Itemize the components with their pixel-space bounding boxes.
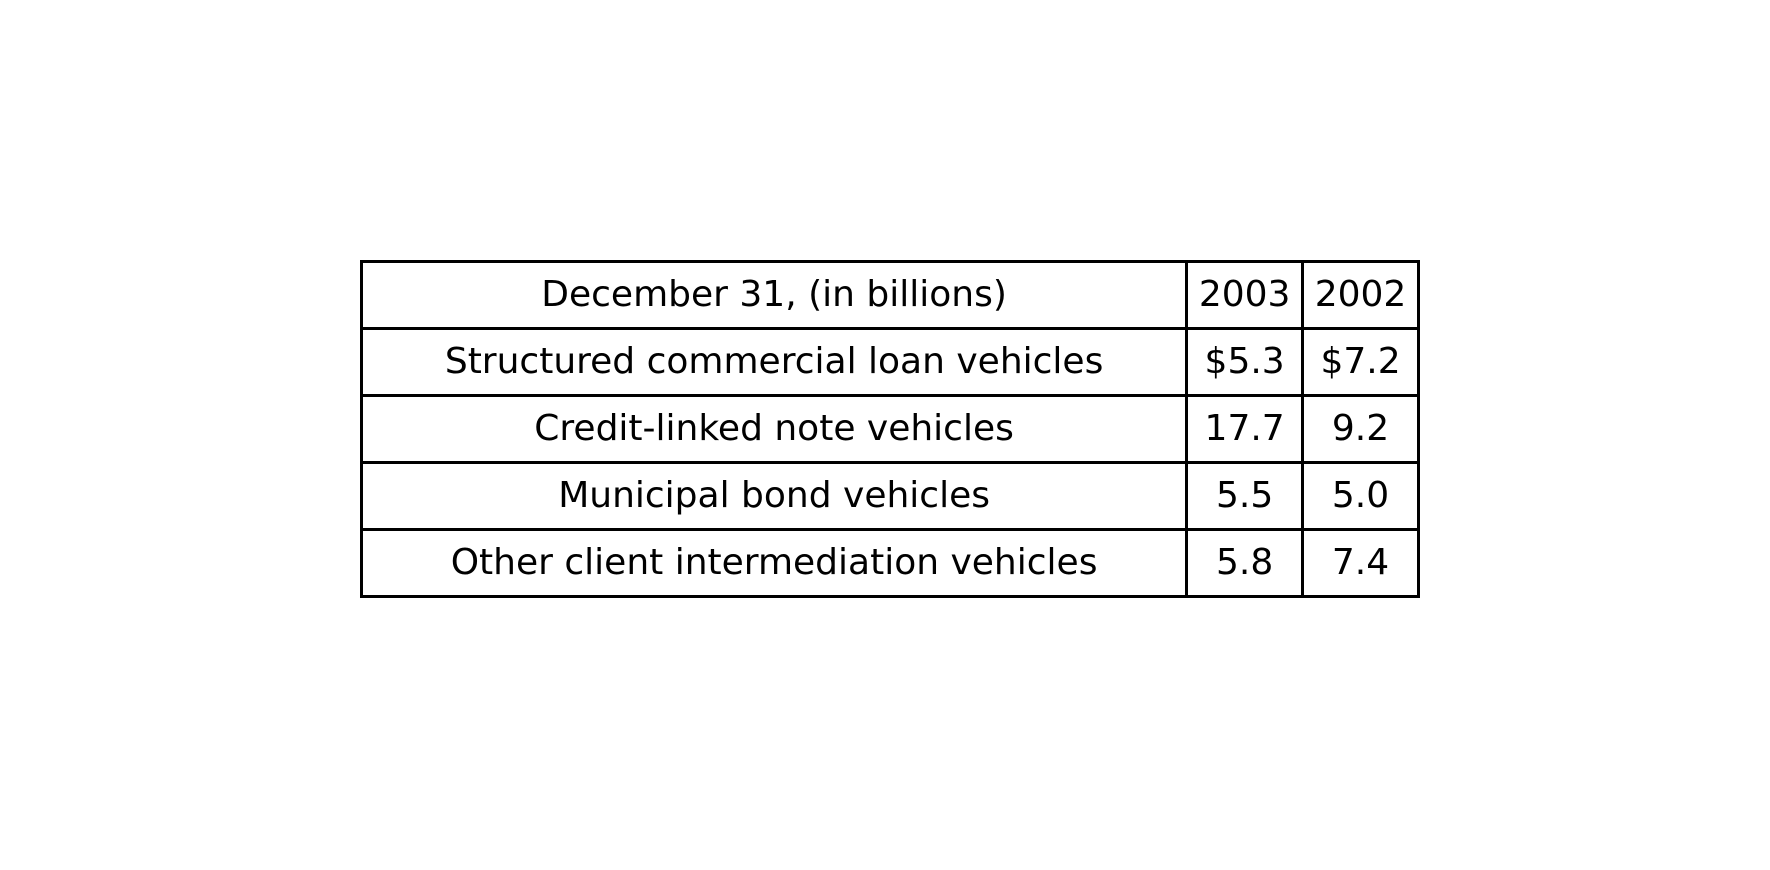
table-row: Structured commercial loan vehicles $5.3… xyxy=(359,327,1420,397)
header-cell-2002: 2002 xyxy=(1301,260,1420,330)
cell-2003: 17.7 xyxy=(1185,394,1305,464)
header-cell-2003: 2003 xyxy=(1185,260,1305,330)
cell-2002: $7.2 xyxy=(1301,327,1420,397)
header-row: December 31, (in billions) 2003 2002 xyxy=(359,260,1420,330)
cell-2002: 7.4 xyxy=(1301,528,1420,598)
row-label: Credit-linked note vehicles xyxy=(359,394,1189,464)
header-cell-label: December 31, (in billions) xyxy=(359,260,1189,330)
row-label: Other client intermediation vehicles xyxy=(359,528,1189,598)
cell-2003: 5.8 xyxy=(1185,528,1305,598)
cell-2002: 5.0 xyxy=(1301,461,1420,531)
data-table: December 31, (in billions) 2003 2002 Str… xyxy=(359,260,1420,598)
cell-2003: $5.3 xyxy=(1185,327,1305,397)
table-row: Credit-linked note vehicles 17.7 9.2 xyxy=(359,394,1420,464)
table-row: Other client intermediation vehicles 5.8… xyxy=(359,528,1420,598)
cell-2002: 9.2 xyxy=(1301,394,1420,464)
table-row: Municipal bond vehicles 5.5 5.0 xyxy=(359,461,1420,531)
row-label: Municipal bond vehicles xyxy=(359,461,1189,531)
row-label: Structured commercial loan vehicles xyxy=(359,327,1189,397)
cell-2003: 5.5 xyxy=(1185,461,1305,531)
